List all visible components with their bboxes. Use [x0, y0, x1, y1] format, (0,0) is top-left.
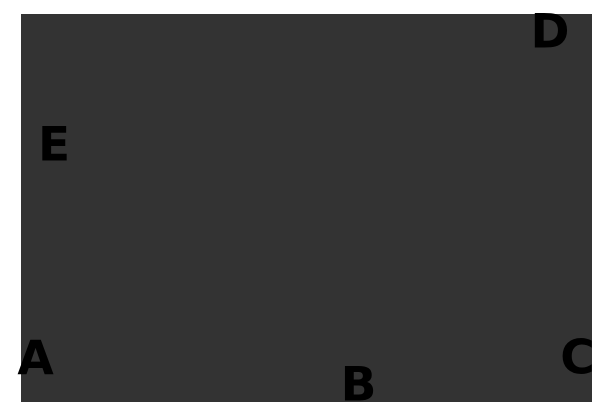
dark-panel: [21, 14, 592, 402]
point-label: E: [37, 117, 71, 172]
point-label: D: [530, 4, 570, 59]
point-label: B: [340, 357, 377, 412]
point-label: A: [17, 331, 54, 387]
point-label: C: [560, 330, 595, 386]
